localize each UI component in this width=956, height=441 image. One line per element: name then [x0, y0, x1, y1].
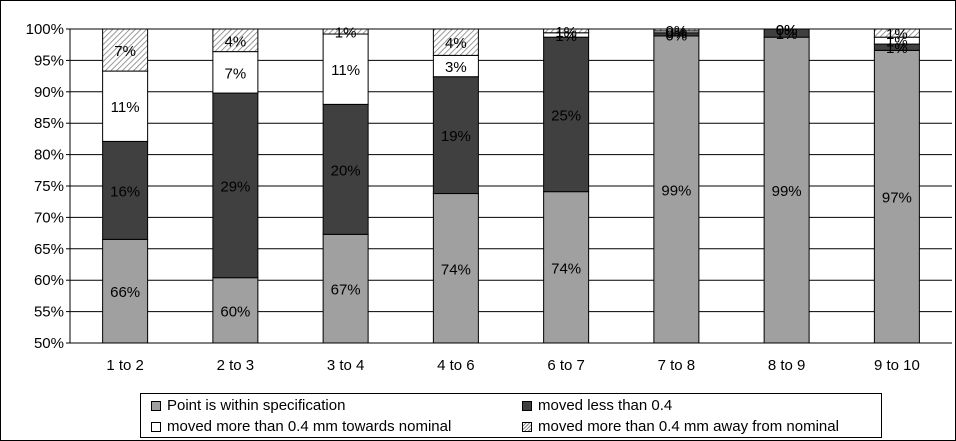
bars — [102, 28, 920, 344]
data-label: 16% — [110, 183, 140, 200]
data-label: 60% — [220, 303, 250, 320]
x-tick-label: 8 to 9 — [768, 357, 806, 374]
data-label: 7% — [114, 43, 136, 60]
data-label: 1% — [886, 34, 908, 51]
bar-segment — [543, 191, 590, 344]
data-label: 25% — [551, 107, 581, 124]
y-tick-label: 60% — [34, 272, 64, 289]
legend-item-towards: moved more than 0.4 mm towards nominal — [151, 418, 451, 435]
bar-segment — [653, 28, 700, 32]
bar-segment — [763, 28, 810, 38]
data-label: 0% — [776, 22, 798, 39]
bar-segment — [322, 33, 369, 105]
y-tick-label: 70% — [34, 209, 64, 226]
bar-segment — [212, 277, 259, 344]
y-tick-label: 100% — [26, 21, 64, 38]
y-tick-label: 95% — [34, 52, 64, 69]
data-label: 4% — [445, 35, 467, 52]
data-label: 1% — [886, 26, 908, 43]
bar-segment — [873, 49, 920, 344]
data-label: 4% — [225, 33, 247, 50]
axes: 50% 55% 60% 65% 70% 75% 80% 85% 90% 95% 100% 1 to 2… — [26, 21, 952, 374]
data-label: 1% — [776, 26, 798, 43]
data-label: 11% — [331, 62, 360, 79]
legend-label-away: moved more than 0.4 mm away from nominal — [538, 418, 839, 435]
data-label: 99% — [661, 182, 691, 199]
data-label: 20% — [331, 162, 361, 179]
bar-segment — [212, 28, 259, 53]
data-label: 74% — [441, 261, 471, 278]
bar-segment — [102, 140, 149, 240]
legend-label-within: Point is within specification — [167, 397, 346, 414]
bar-segment — [102, 28, 149, 72]
bar-segment — [212, 92, 259, 279]
data-label: 1% — [555, 28, 577, 45]
x-tick-label: 4 to 6 — [437, 357, 475, 374]
gridlines — [70, 28, 952, 313]
data-label: 0% — [666, 25, 688, 42]
bar-segment — [102, 70, 149, 142]
bar-segment — [432, 76, 479, 195]
data-label: 29% — [220, 178, 250, 195]
x-tick-label: 3 to 4 — [327, 357, 365, 374]
bar-segment — [322, 103, 369, 235]
data-labels: 66% 16% 11% 7% 60% 29% 7% 4% 67% 20% 11% 1% 74% 19% 3%… — [110, 22, 912, 320]
legend-item-less: moved less than 0.4 — [522, 397, 672, 414]
x-tick-label: 9 to 10 — [874, 357, 920, 374]
x-tick-label: 2 to 3 — [217, 357, 255, 374]
bar-segment — [543, 28, 590, 34]
legend-swatch-less — [522, 400, 532, 411]
bar-segment — [763, 36, 810, 344]
x-tick-label: 7 to 8 — [658, 357, 696, 374]
y-tick-label: 50% — [34, 335, 64, 352]
bar-segment — [322, 28, 369, 35]
data-label: 11% — [111, 99, 140, 116]
data-label: 0% — [666, 27, 688, 44]
legend: Point is within specification moved less… — [140, 393, 882, 438]
data-label: 99% — [772, 183, 802, 200]
legend-item-within: Point is within specification — [151, 397, 345, 414]
bar-segment — [102, 238, 149, 344]
bar-segment — [873, 28, 920, 38]
x-tick-label: 1 to 2 — [106, 357, 144, 374]
legend-item-away: moved more than 0.4 mm away from nominal — [522, 418, 839, 435]
y-tick-label: 90% — [34, 84, 64, 101]
y-tick-label: 65% — [34, 241, 64, 258]
data-label: 97% — [882, 190, 912, 207]
data-label: 1% — [886, 40, 908, 57]
data-label: 3% — [445, 59, 467, 76]
data-label: 66% — [110, 284, 140, 301]
data-label: 0% — [776, 22, 798, 39]
y-tick-label: 85% — [34, 115, 64, 132]
bar-segment — [212, 51, 259, 94]
data-label: 7% — [225, 65, 247, 82]
data-label: 74% — [551, 260, 581, 277]
data-label: 19% — [441, 128, 471, 145]
legend-label-less: moved less than 0.4 — [538, 397, 673, 414]
data-label: 0% — [666, 23, 688, 40]
legend-label-towards: moved more than 0.4 mm towards nominal — [167, 418, 452, 435]
bar-segment — [432, 193, 479, 344]
legend-swatch-within — [151, 400, 161, 411]
bar-segment — [322, 233, 369, 344]
data-label: 1% — [335, 25, 357, 42]
x-tick-label: 6 to 7 — [547, 357, 585, 374]
data-label: 67% — [331, 282, 361, 299]
bar-segment — [653, 35, 700, 344]
y-tick-label: 55% — [34, 304, 64, 321]
y-tick-label: 80% — [34, 147, 64, 164]
legend-swatch-away — [522, 421, 532, 432]
legend-swatch-towards — [151, 421, 161, 432]
data-label: 1% — [555, 24, 577, 41]
bar-segment — [432, 28, 479, 56]
y-tick-label: 75% — [34, 178, 64, 195]
